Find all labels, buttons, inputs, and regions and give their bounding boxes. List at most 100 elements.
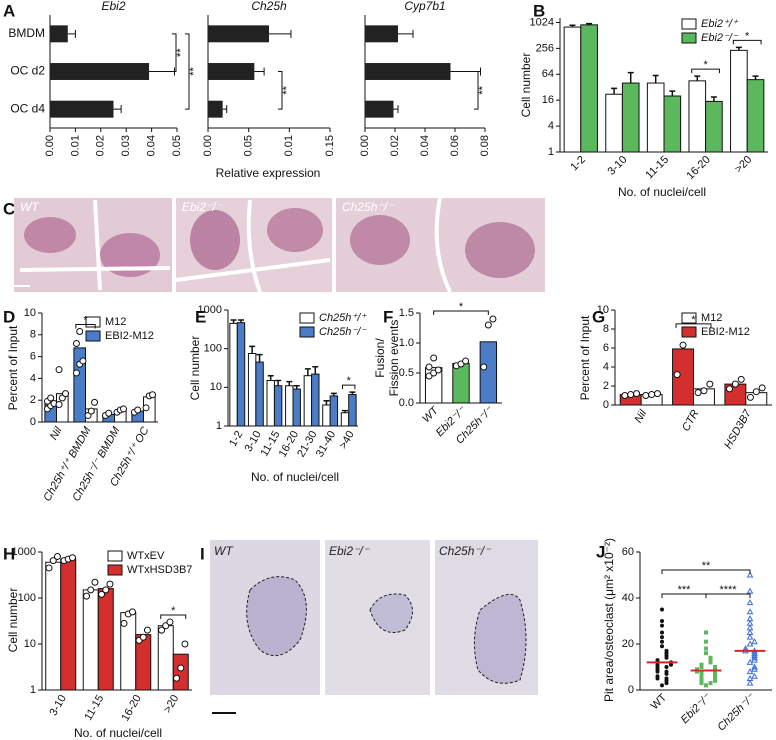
data-point (173, 674, 181, 682)
data-point (751, 663, 758, 670)
data-point (45, 564, 53, 572)
y-tick-label: 2 (603, 380, 609, 392)
y-tick-label: 6 (30, 351, 36, 363)
significance-bracket (705, 593, 751, 598)
y-axis-label: Pit area/osteoclast (μm² x10⁻²) (602, 538, 616, 702)
data-point (660, 619, 664, 623)
data-point (699, 665, 704, 669)
data-point (751, 638, 758, 645)
data-point (55, 366, 63, 374)
legend-label: Ebi2⁻/⁻ (701, 32, 739, 44)
panel-letter: H (3, 544, 15, 563)
significance-bracket (172, 33, 177, 72)
bar (50, 25, 68, 43)
data-point (737, 375, 745, 383)
error-bar (752, 75, 759, 80)
error-bar (669, 90, 676, 97)
x-tick-label: 0.04 (146, 135, 158, 156)
data-point (751, 672, 758, 679)
bar (452, 362, 470, 404)
error-bar (330, 392, 337, 396)
x-tick-label: WT (649, 691, 670, 712)
legend-swatch (681, 32, 697, 44)
y-tick-label: 6 (603, 342, 609, 354)
x-tick-label: >20 (733, 154, 755, 176)
x-tick-label: 3-10 (47, 693, 68, 718)
error-bar (611, 87, 618, 95)
error-bar (393, 105, 399, 114)
significance-label: * (83, 314, 88, 326)
data-point (91, 578, 99, 586)
y-tick-label: 4 (30, 372, 36, 384)
cell-blob (350, 215, 410, 265)
image-label: Ebi2⁻/⁻ (182, 200, 224, 214)
y-tick-label: 0.5 (399, 367, 414, 379)
significance-label: ** (477, 85, 489, 94)
data-point (480, 363, 488, 371)
image-panel-i: I WT Ebi2⁻/⁻ Ch25h⁻/⁻ (200, 540, 538, 714)
legend-label: EBI2-M12 (105, 330, 154, 342)
legend-swatch (299, 326, 315, 338)
error-bar (398, 29, 414, 38)
error-bar (286, 380, 293, 386)
bar (329, 395, 339, 427)
data-point (181, 640, 189, 648)
significance-label: **** (719, 584, 737, 596)
image-label: WT (214, 544, 234, 558)
x-tick-label: 3-10 (606, 154, 630, 178)
subplot-title: Cyp7b1 (404, 0, 445, 13)
cell-blob (24, 217, 76, 253)
x-tick-label: 0.06 (449, 135, 461, 156)
data-point (699, 681, 704, 686)
significance-bracket (433, 310, 489, 315)
data-point (106, 580, 114, 588)
x-tick-label: Ebi2⁻/⁻ (679, 691, 714, 726)
error-bar (269, 29, 292, 38)
error-bar (67, 29, 76, 38)
error-bar (312, 366, 319, 375)
data-point (746, 624, 754, 631)
bar (208, 63, 255, 80)
data-point (726, 385, 734, 393)
data-point (746, 633, 754, 640)
legend-swatch (681, 326, 697, 338)
x-tick-label: 0.01 (69, 135, 81, 156)
data-point (627, 391, 635, 399)
image-label: Ch25h⁻/⁻ (342, 200, 395, 214)
panel-letter: E (195, 307, 206, 326)
x-tick-label: 0.08 (479, 135, 491, 156)
error-bar (586, 22, 593, 25)
legend-swatch (299, 312, 315, 324)
y-tick-label: 2 (30, 394, 36, 406)
error-bar (249, 345, 256, 354)
image-panel-c: C WT Ebi2⁻/⁻ Ch25h⁻/⁻ (3, 197, 545, 293)
image-label: WT (20, 200, 40, 214)
image-label: Ch25h⁻/⁻ (439, 544, 492, 558)
data-point (660, 683, 664, 688)
data-point (713, 671, 717, 676)
bar (266, 380, 275, 427)
significance-bracket (342, 384, 356, 390)
error-bar (710, 96, 717, 102)
y-tick-label: 10 (210, 381, 222, 393)
y-tick-label: 16 (542, 94, 554, 106)
y-tick-label: 4 (548, 120, 554, 132)
x-tick-label: CTR (680, 408, 702, 434)
data-point (713, 669, 717, 674)
bar (365, 63, 451, 80)
data-point (158, 626, 166, 634)
data-point (713, 674, 717, 679)
data-point (746, 587, 754, 594)
bone-edge (175, 199, 331, 293)
y-tick-label: 10 (24, 638, 36, 650)
bar (580, 24, 598, 153)
bar (746, 79, 765, 153)
legend-label: M12 (105, 316, 126, 328)
data-point (700, 387, 708, 395)
data-point (633, 390, 641, 398)
legend-label: EBI2-M12 (701, 326, 750, 338)
data-point (695, 667, 699, 672)
data-point (47, 394, 55, 402)
legend-label: WTxEV (127, 550, 165, 562)
